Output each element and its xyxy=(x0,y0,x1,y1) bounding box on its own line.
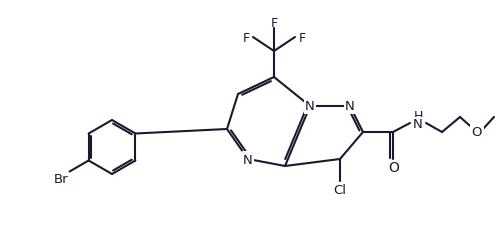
Text: N: N xyxy=(413,118,423,131)
Text: H: H xyxy=(413,113,423,126)
Text: Cl: Cl xyxy=(333,183,346,196)
Text: O: O xyxy=(389,160,399,174)
Text: N: N xyxy=(345,100,355,113)
Text: F: F xyxy=(243,31,250,44)
Text: O: O xyxy=(472,126,482,139)
Text: H: H xyxy=(413,110,423,123)
Text: F: F xyxy=(270,16,277,29)
Text: N: N xyxy=(305,100,315,113)
Text: Br: Br xyxy=(53,172,68,185)
Text: F: F xyxy=(298,31,305,44)
Text: N: N xyxy=(243,153,253,166)
